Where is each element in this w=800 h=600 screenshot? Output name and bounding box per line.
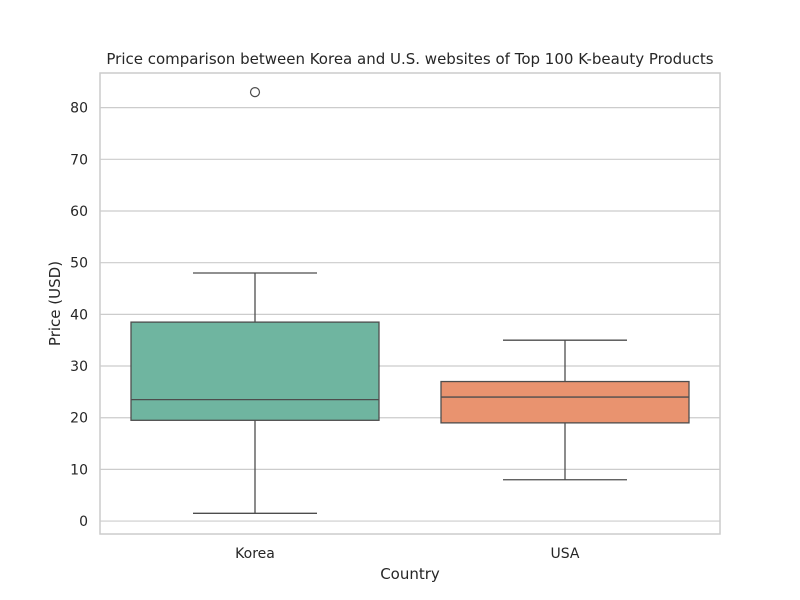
y-tick-label: 70 bbox=[70, 152, 88, 168]
plot-area bbox=[100, 73, 720, 534]
x-tick-label: Korea bbox=[235, 546, 275, 562]
boxes bbox=[130, 87, 690, 514]
y-tick-label: 50 bbox=[70, 256, 88, 272]
y-tick-label: 0 bbox=[79, 514, 88, 530]
y-tick-labels: 0 10 20 30 40 50 60 70 80 bbox=[70, 101, 88, 530]
y-tick-label: 20 bbox=[70, 411, 88, 427]
y-tick-label: 10 bbox=[70, 462, 88, 478]
chart-title: Price comparison between Korea and U.S. … bbox=[106, 50, 713, 68]
box-iqr bbox=[440, 380, 690, 424]
x-tick-labels: Korea USA bbox=[235, 546, 580, 562]
x-tick-label: USA bbox=[551, 546, 580, 562]
y-tick-label: 40 bbox=[70, 307, 88, 323]
box-iqr bbox=[130, 321, 380, 421]
y-tick-label: 80 bbox=[70, 101, 88, 117]
plot-frame bbox=[99, 72, 721, 535]
y-tick-label: 60 bbox=[70, 204, 88, 220]
x-axis-label: Country bbox=[380, 565, 440, 583]
y-tick-label: 30 bbox=[70, 359, 88, 375]
outlier-point bbox=[249, 87, 261, 98]
box-usa bbox=[440, 339, 690, 481]
y-axis-label: Price (USD) bbox=[46, 261, 64, 346]
box-korea bbox=[130, 87, 380, 514]
